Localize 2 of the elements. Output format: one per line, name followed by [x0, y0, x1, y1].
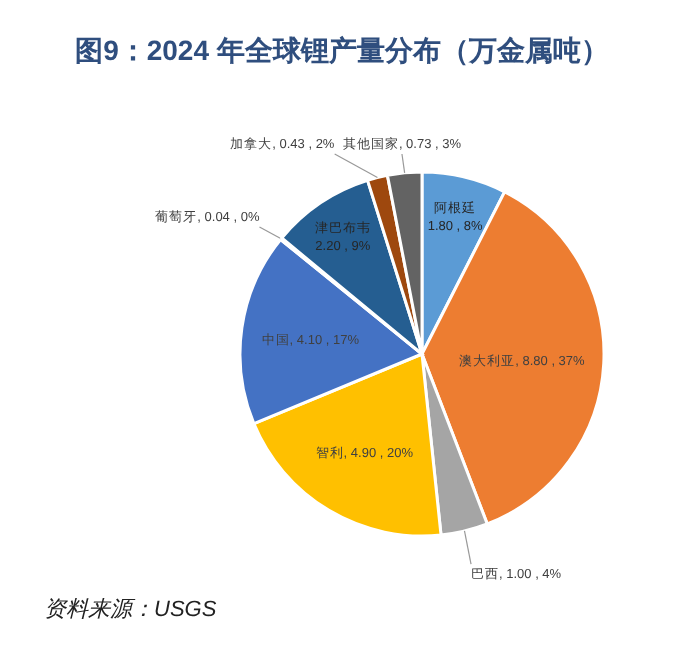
text: 资料来源：USGS [44, 596, 218, 622]
chart-title: 图9：2024 年全球锂产量分布（万金属吨） [75, 34, 609, 66]
